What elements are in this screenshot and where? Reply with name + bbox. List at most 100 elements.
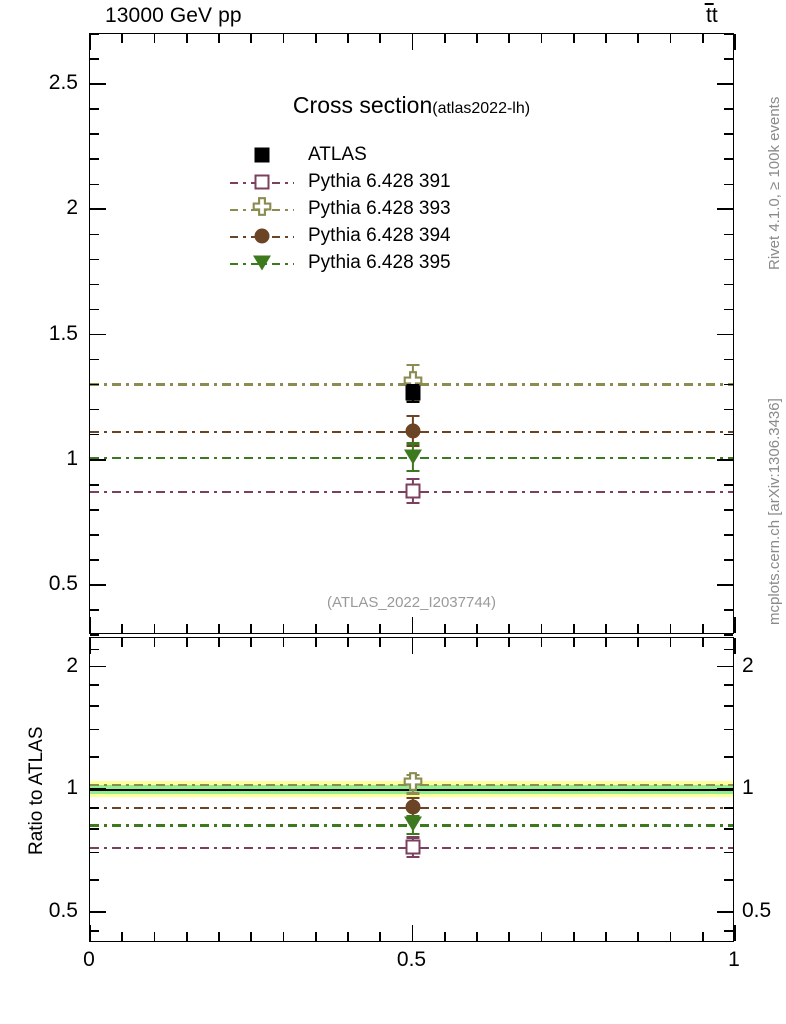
y-minor-tick [724, 484, 733, 486]
x-tick [701, 932, 704, 941]
y-minor-tick [724, 807, 733, 809]
data-point-0 [405, 483, 420, 499]
mcplots-caption: mcplots.cern.ch [arXiv:1306.3436] [766, 398, 783, 625]
error-cap-2-0 [406, 414, 419, 418]
x-tick [379, 638, 382, 647]
legend-key [230, 169, 294, 196]
x-tick [572, 34, 575, 43]
x-tick [572, 932, 575, 941]
x-tick [605, 624, 607, 633]
legend-label: Pythia 6.428 395 [308, 252, 451, 273]
analysis-watermark: (ATLAS_2022_I2037744) [326, 594, 496, 611]
data-point-3 [403, 449, 422, 465]
x-tick [153, 638, 156, 647]
ratio-y-tick-label-right: 0.5 [742, 899, 772, 923]
y-minor-tick [90, 851, 99, 854]
y-minor-tick [90, 509, 99, 511]
x-tick [701, 624, 704, 633]
x-tick [701, 34, 704, 43]
x-tick [637, 34, 640, 43]
legend-key [230, 223, 294, 250]
x-tick [734, 638, 736, 654]
main-y-tick-label: 2 [66, 196, 78, 220]
y-minor-tick [724, 458, 733, 461]
y-minor-tick [724, 879, 733, 881]
error-cap-3-1 [406, 469, 419, 473]
y-minor-tick [90, 33, 99, 35]
y-minor-tick [724, 58, 733, 60]
legend-key [230, 250, 294, 277]
legend-key [230, 196, 294, 223]
x-tick [669, 624, 672, 633]
y-minor-tick [724, 33, 733, 35]
y-minor-tick [90, 333, 99, 336]
error-cap-3-1 [406, 832, 419, 835]
data-point-1 [403, 771, 422, 796]
data-point-2 [405, 423, 420, 439]
data-point-0 [405, 385, 420, 401]
main-y-tick-label: 2.5 [48, 71, 78, 95]
y-minor-tick [724, 133, 733, 135]
y-minor-tick [724, 83, 733, 85]
x-tick [314, 932, 317, 941]
y-minor-tick [90, 433, 99, 436]
x-tick [379, 932, 382, 941]
x-tick [314, 624, 317, 633]
x-tick [605, 34, 607, 43]
x-tick [476, 932, 478, 941]
error-cap-0-1 [406, 401, 419, 404]
x-tick [508, 638, 511, 647]
y-minor-tick [724, 433, 733, 436]
x-tick [185, 34, 188, 43]
x-tick [605, 932, 607, 941]
y-minor-tick [90, 534, 99, 536]
x-tick [250, 932, 253, 941]
x-tick [669, 638, 672, 647]
ratio-y-tick-label: 2 [66, 653, 78, 677]
y-minor-tick [90, 133, 99, 135]
y-minor-tick [724, 108, 733, 110]
x-tick [121, 34, 124, 43]
x-tick [476, 624, 478, 633]
x-tick [734, 34, 736, 50]
error-cap-2-0 [406, 797, 419, 800]
y-minor-tick [90, 930, 99, 932]
x-tick [508, 34, 511, 43]
ratio-y-tick-label: 0.5 [48, 899, 78, 923]
y-minor-tick [724, 308, 733, 311]
legend-marker-2 [252, 197, 272, 221]
main-y-tick-label: 1 [66, 446, 78, 470]
legend-label: Pythia 6.428 393 [308, 198, 451, 219]
error-cap-0-1 [406, 502, 419, 505]
x-tick [476, 638, 478, 647]
x-tick [379, 34, 382, 43]
y-minor-tick [724, 728, 733, 731]
x-tick [443, 638, 446, 647]
error-cap-1-1 [406, 792, 419, 795]
x-tick [411, 638, 414, 654]
x-tick [218, 638, 220, 647]
plot-title-text: Cross section [292, 92, 433, 118]
legend-marker-4 [253, 255, 271, 271]
ratio-y-tick-label-right: 1 [742, 776, 754, 800]
main-y-tick-label: 0.5 [48, 571, 78, 595]
y-minor-tick [724, 584, 733, 586]
data-point-3 [403, 816, 422, 832]
y-minor-tick [90, 233, 99, 236]
x-tick [669, 932, 672, 941]
x-tick [540, 638, 543, 647]
y-minor-tick [90, 665, 99, 668]
y-minor-tick [90, 559, 99, 561]
y-minor-tick [90, 756, 99, 758]
y-minor-tick [724, 828, 733, 830]
ratio-plot-panel [89, 637, 736, 942]
x-tick [508, 932, 511, 941]
x-tick [153, 932, 156, 941]
y-minor-tick [90, 879, 99, 881]
y-minor-tick [724, 609, 733, 611]
y-minor-tick [724, 383, 733, 386]
x-tick-label: 0.5 [396, 948, 427, 971]
x-tick [347, 34, 349, 43]
x-tick [218, 932, 220, 941]
